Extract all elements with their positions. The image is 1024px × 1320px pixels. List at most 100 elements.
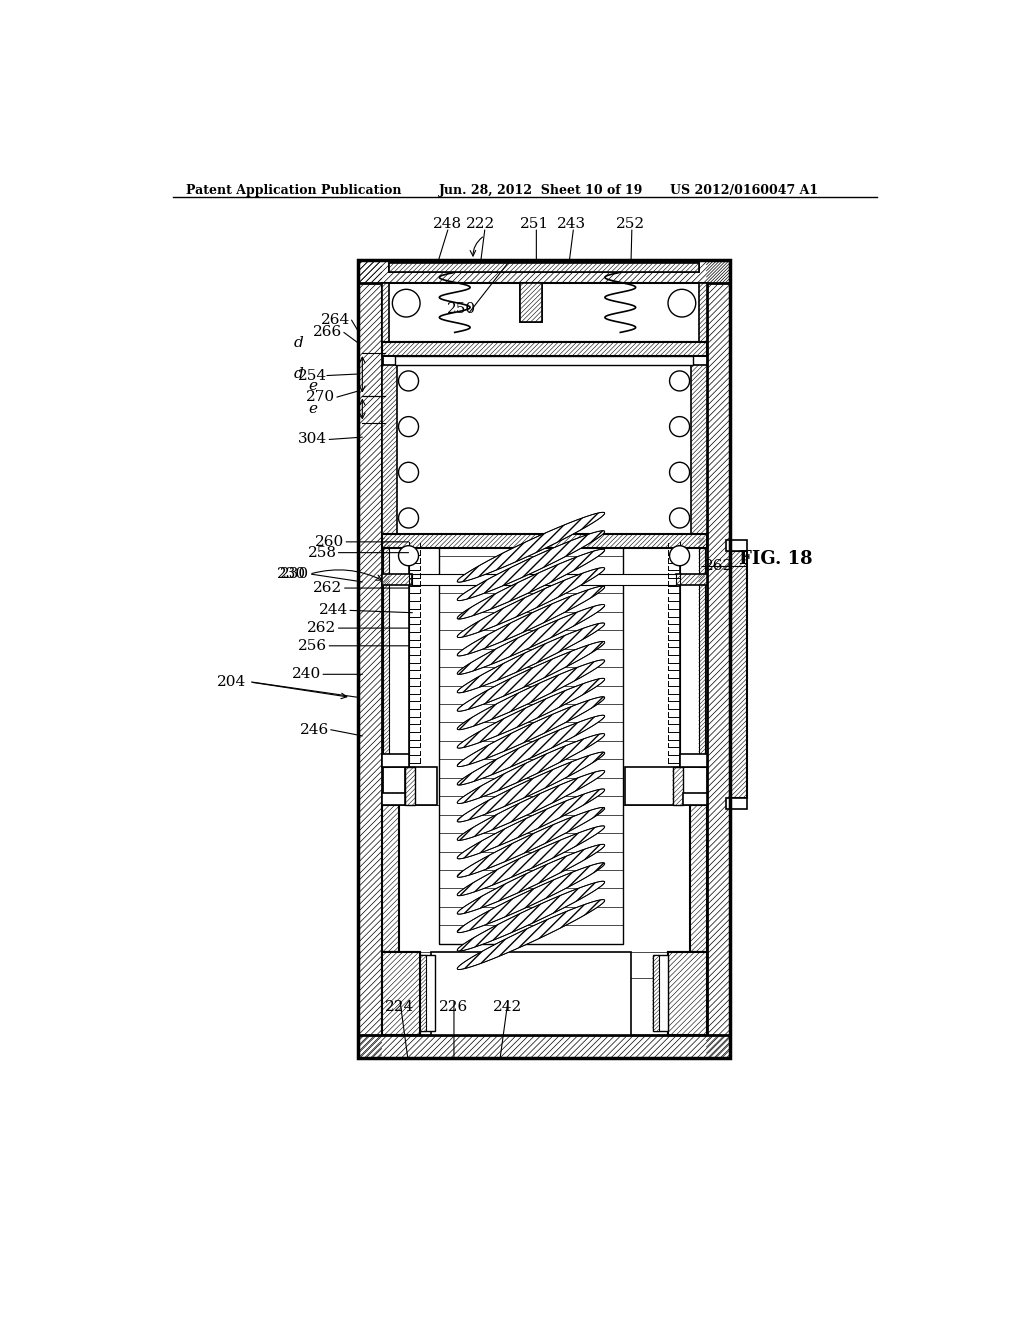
Bar xyxy=(382,793,404,805)
Bar xyxy=(668,952,707,1035)
Text: 252: 252 xyxy=(615,216,645,231)
Bar xyxy=(438,539,624,944)
Bar xyxy=(698,284,707,342)
Bar xyxy=(652,956,658,1031)
Polygon shape xyxy=(457,568,604,638)
Bar xyxy=(420,956,426,1031)
Polygon shape xyxy=(457,586,604,656)
Polygon shape xyxy=(457,660,604,730)
Bar xyxy=(726,540,746,552)
Polygon shape xyxy=(457,697,604,767)
Bar xyxy=(358,260,730,284)
Text: 264: 264 xyxy=(321,313,350,327)
Text: 204: 204 xyxy=(217,675,246,689)
Bar xyxy=(676,574,707,585)
Bar xyxy=(398,805,689,952)
Polygon shape xyxy=(457,752,604,822)
Polygon shape xyxy=(457,789,604,859)
Bar xyxy=(358,260,730,1057)
Circle shape xyxy=(392,289,420,317)
Bar xyxy=(358,260,382,1057)
Bar xyxy=(413,574,676,585)
Bar xyxy=(382,284,389,342)
Text: 250: 250 xyxy=(447,301,476,315)
Bar xyxy=(382,342,707,978)
Text: US 2012/0160047 A1: US 2012/0160047 A1 xyxy=(670,183,818,197)
Circle shape xyxy=(398,462,419,482)
Text: 226: 226 xyxy=(439,1001,469,1014)
Text: Jun. 28, 2012  Sheet 10 of 19: Jun. 28, 2012 Sheet 10 of 19 xyxy=(438,183,643,197)
Bar xyxy=(389,263,698,272)
Polygon shape xyxy=(457,715,604,785)
Bar xyxy=(520,284,542,322)
Text: 270: 270 xyxy=(305,391,335,404)
Circle shape xyxy=(670,417,689,437)
Text: 222: 222 xyxy=(466,216,496,231)
Bar xyxy=(383,539,389,767)
Polygon shape xyxy=(457,605,604,675)
Text: 248: 248 xyxy=(433,216,463,231)
Circle shape xyxy=(670,508,689,528)
Text: 262: 262 xyxy=(703,560,733,573)
Bar xyxy=(395,355,692,364)
Bar xyxy=(382,952,420,1035)
Polygon shape xyxy=(457,678,604,748)
Polygon shape xyxy=(457,845,604,915)
Bar xyxy=(730,552,746,797)
Text: 258: 258 xyxy=(308,545,337,560)
Polygon shape xyxy=(457,771,604,841)
Bar xyxy=(673,767,683,805)
Bar xyxy=(383,539,409,767)
Bar xyxy=(680,539,705,767)
Bar xyxy=(382,364,397,535)
Polygon shape xyxy=(457,642,604,711)
Text: 224: 224 xyxy=(385,1001,415,1014)
Bar xyxy=(691,364,707,535)
Polygon shape xyxy=(457,549,604,619)
Text: d: d xyxy=(294,337,304,350)
Text: Patent Application Publication: Patent Application Publication xyxy=(186,183,401,197)
Text: 254: 254 xyxy=(298,368,327,383)
Bar xyxy=(382,952,420,1035)
Bar xyxy=(726,797,746,809)
Bar xyxy=(420,956,435,1031)
Text: 244: 244 xyxy=(319,603,348,618)
Text: 262: 262 xyxy=(307,622,336,635)
Polygon shape xyxy=(457,900,604,969)
Circle shape xyxy=(670,462,689,482)
Bar xyxy=(698,539,705,767)
Polygon shape xyxy=(457,863,604,933)
Text: 243: 243 xyxy=(557,216,587,231)
Bar xyxy=(404,767,416,805)
Bar xyxy=(382,284,707,342)
Polygon shape xyxy=(457,623,604,693)
Circle shape xyxy=(398,371,419,391)
Circle shape xyxy=(670,371,689,391)
Circle shape xyxy=(670,545,689,566)
Text: FIG. 18: FIG. 18 xyxy=(739,550,812,568)
Bar xyxy=(382,574,413,585)
Bar xyxy=(520,284,542,322)
Bar xyxy=(382,805,398,952)
Text: 304: 304 xyxy=(298,433,327,446)
Circle shape xyxy=(668,289,695,317)
Bar xyxy=(689,805,707,952)
Bar xyxy=(668,952,707,1035)
Text: 251: 251 xyxy=(519,216,549,231)
Polygon shape xyxy=(457,512,604,582)
Polygon shape xyxy=(457,826,604,896)
Text: e: e xyxy=(308,379,316,393)
Bar xyxy=(680,755,707,767)
Bar xyxy=(382,342,707,355)
Text: 240: 240 xyxy=(292,668,322,681)
Bar xyxy=(404,767,437,805)
Text: 266: 266 xyxy=(313,326,342,339)
Polygon shape xyxy=(457,531,604,601)
Bar xyxy=(389,263,698,272)
Bar xyxy=(382,755,409,767)
Bar xyxy=(358,1035,730,1057)
Bar xyxy=(431,952,631,1035)
Text: 246: 246 xyxy=(300,723,330,737)
Bar xyxy=(652,956,668,1031)
Bar xyxy=(683,793,707,805)
